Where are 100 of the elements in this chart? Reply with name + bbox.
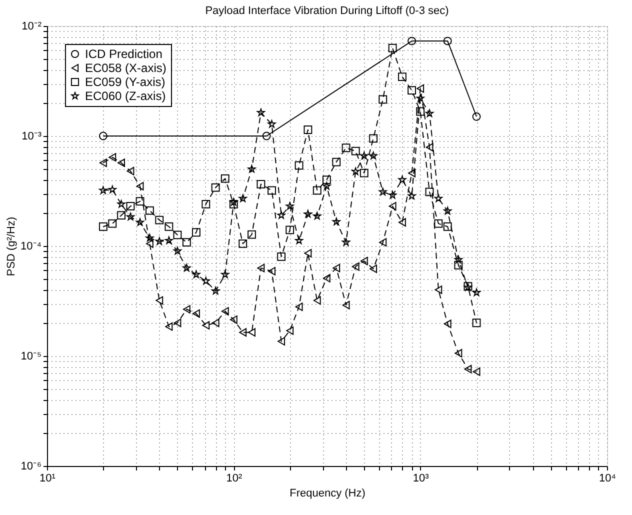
point [238, 239, 248, 248]
point [108, 185, 116, 194]
point [369, 152, 378, 160]
point [332, 158, 341, 166]
point [202, 276, 210, 285]
point [304, 126, 312, 134]
point [295, 302, 303, 312]
point [117, 211, 126, 220]
point [464, 364, 472, 374]
point [444, 320, 452, 328]
point [425, 188, 434, 196]
point [155, 216, 164, 224]
point [313, 296, 321, 305]
y-tick-label: 10⁻⁵ [20, 350, 42, 362]
point [173, 246, 182, 255]
point [229, 200, 238, 208]
point [313, 212, 322, 220]
point [434, 286, 442, 294]
point [173, 230, 182, 240]
x-tick-label: 10³ [412, 472, 430, 484]
x-tick-label: 10⁴ [599, 472, 616, 484]
point [443, 222, 452, 231]
point [332, 264, 340, 272]
point [256, 180, 266, 188]
point [388, 44, 397, 52]
point [352, 262, 360, 271]
point [360, 168, 368, 178]
point [444, 206, 452, 215]
point [472, 318, 481, 328]
point [369, 134, 378, 143]
point [192, 270, 200, 278]
point [295, 236, 304, 244]
point [379, 238, 387, 247]
point [182, 305, 190, 314]
y-tick-label: 10⁻⁴ [20, 240, 42, 252]
legend-label: EC060 (Z-axis) [85, 89, 166, 103]
point [416, 94, 424, 102]
point [360, 256, 368, 266]
point [238, 194, 247, 202]
point [416, 84, 424, 93]
point [398, 72, 406, 82]
point [408, 86, 416, 95]
point [304, 210, 312, 218]
point [230, 198, 238, 206]
point [126, 202, 135, 210]
point [156, 296, 164, 305]
chart-title: Payload Interface Vibration During Liftoff (0-3 sec) [205, 5, 449, 17]
point [454, 260, 463, 270]
point [312, 186, 322, 195]
point [286, 202, 294, 210]
point [136, 218, 144, 226]
point [370, 264, 378, 274]
point [165, 322, 173, 331]
point [155, 237, 164, 245]
point [434, 219, 443, 228]
y-axis-title: PSD (g²/Hz) [6, 216, 18, 276]
point [117, 200, 126, 208]
point [277, 252, 286, 261]
point [286, 226, 294, 234]
point [360, 152, 368, 160]
point [408, 192, 416, 200]
point [426, 143, 434, 152]
y-tick-label: 10⁻² [22, 20, 42, 32]
point [164, 236, 173, 244]
point [342, 238, 350, 246]
point [230, 315, 238, 324]
point [126, 166, 134, 176]
legend-label: EC058 (X-axis) [85, 61, 166, 75]
point [378, 188, 387, 196]
point [146, 239, 154, 248]
point [322, 182, 331, 190]
point [352, 167, 360, 176]
point [322, 176, 331, 184]
point [220, 174, 230, 183]
x-tick-label: 10¹ [40, 472, 56, 484]
y-tick-label: 10⁻³ [22, 130, 42, 142]
point [257, 264, 265, 272]
point [174, 318, 182, 328]
point [351, 146, 360, 156]
point [472, 367, 480, 376]
point [192, 309, 200, 318]
point [182, 264, 191, 272]
point [416, 107, 425, 116]
point [192, 228, 200, 237]
point [425, 109, 434, 118]
point [332, 218, 340, 226]
point [146, 206, 154, 215]
point [182, 238, 191, 247]
point [342, 144, 350, 152]
point [221, 307, 229, 316]
x-axis-title: Frequency (Hz) [290, 488, 366, 500]
point [164, 222, 174, 231]
point [98, 222, 108, 231]
point [398, 176, 406, 184]
point [136, 197, 144, 206]
point [268, 186, 276, 195]
point [136, 182, 144, 190]
point [126, 212, 134, 220]
point [256, 108, 265, 116]
point [304, 248, 312, 258]
